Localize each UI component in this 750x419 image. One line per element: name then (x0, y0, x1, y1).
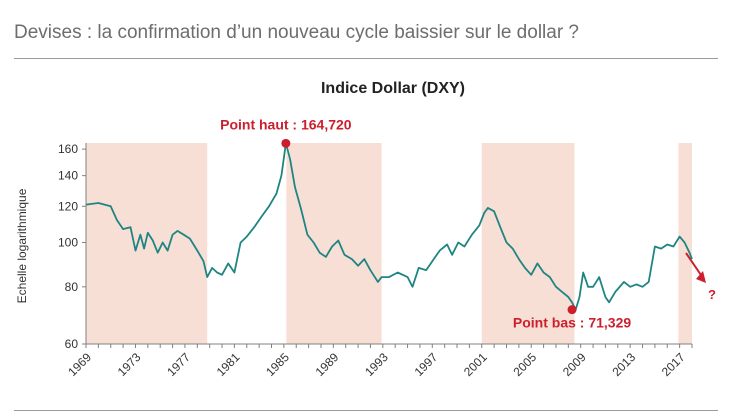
x-tick-label: 1977 (164, 350, 193, 379)
trend-arrow-head (696, 271, 706, 283)
x-tick-label: 1973 (115, 350, 144, 379)
bottom-divider (14, 410, 718, 411)
x-tick-label: 2005 (511, 350, 540, 379)
y-tick-label: 140 (58, 169, 78, 183)
x-tick-label: 1993 (362, 350, 391, 379)
annotations: Point haut : 164,720 Point bas : 71,329? (220, 116, 716, 330)
y-tick-label: 120 (58, 199, 78, 213)
chart-title: Indice Dollar (DXY) (321, 80, 465, 97)
trough-label: Point bas : 71,329 (513, 315, 631, 331)
y-tick-label: 80 (65, 280, 79, 294)
y-tick-label: 160 (58, 142, 78, 156)
x-tick-label: 1981 (214, 350, 243, 379)
x-tick-label: 1997 (412, 350, 441, 379)
trend-question-mark: ? (708, 287, 716, 302)
y-tick-label: 100 (58, 236, 78, 250)
x-tick-label: 2001 (461, 350, 490, 379)
x-tick-label: 2009 (560, 350, 589, 379)
trend-arrow-shaft (685, 252, 704, 279)
y-ticks: 60 80 100 120 140 160 (58, 142, 86, 351)
series-dxy (85, 142, 693, 311)
x-tick-label: 1989 (313, 350, 342, 379)
x-tick-label: 1969 (65, 350, 94, 379)
axes (85, 143, 692, 345)
trough-marker (567, 305, 577, 315)
top-divider (14, 58, 718, 59)
x-ticks: 1969 1973 1977 1981 1985 1989 1993 1997 2001 2005… (65, 344, 693, 379)
y-axis-label: Echelle logarithmique (15, 188, 29, 303)
x-tick-label: 2013 (609, 350, 638, 379)
x-tick-label: 2017 (659, 350, 688, 379)
shaded-period-0 (86, 143, 208, 344)
series-line-0 (85, 142, 693, 311)
shaded-period-2 (481, 143, 575, 344)
y-tick-label: 60 (65, 337, 79, 351)
peak-label: Point haut : 164,720 (220, 116, 352, 132)
x-tick-label: 1985 (263, 350, 292, 379)
page-title: Devises : la confirmation d’un nouveau c… (14, 22, 579, 43)
peak-marker (281, 138, 291, 148)
